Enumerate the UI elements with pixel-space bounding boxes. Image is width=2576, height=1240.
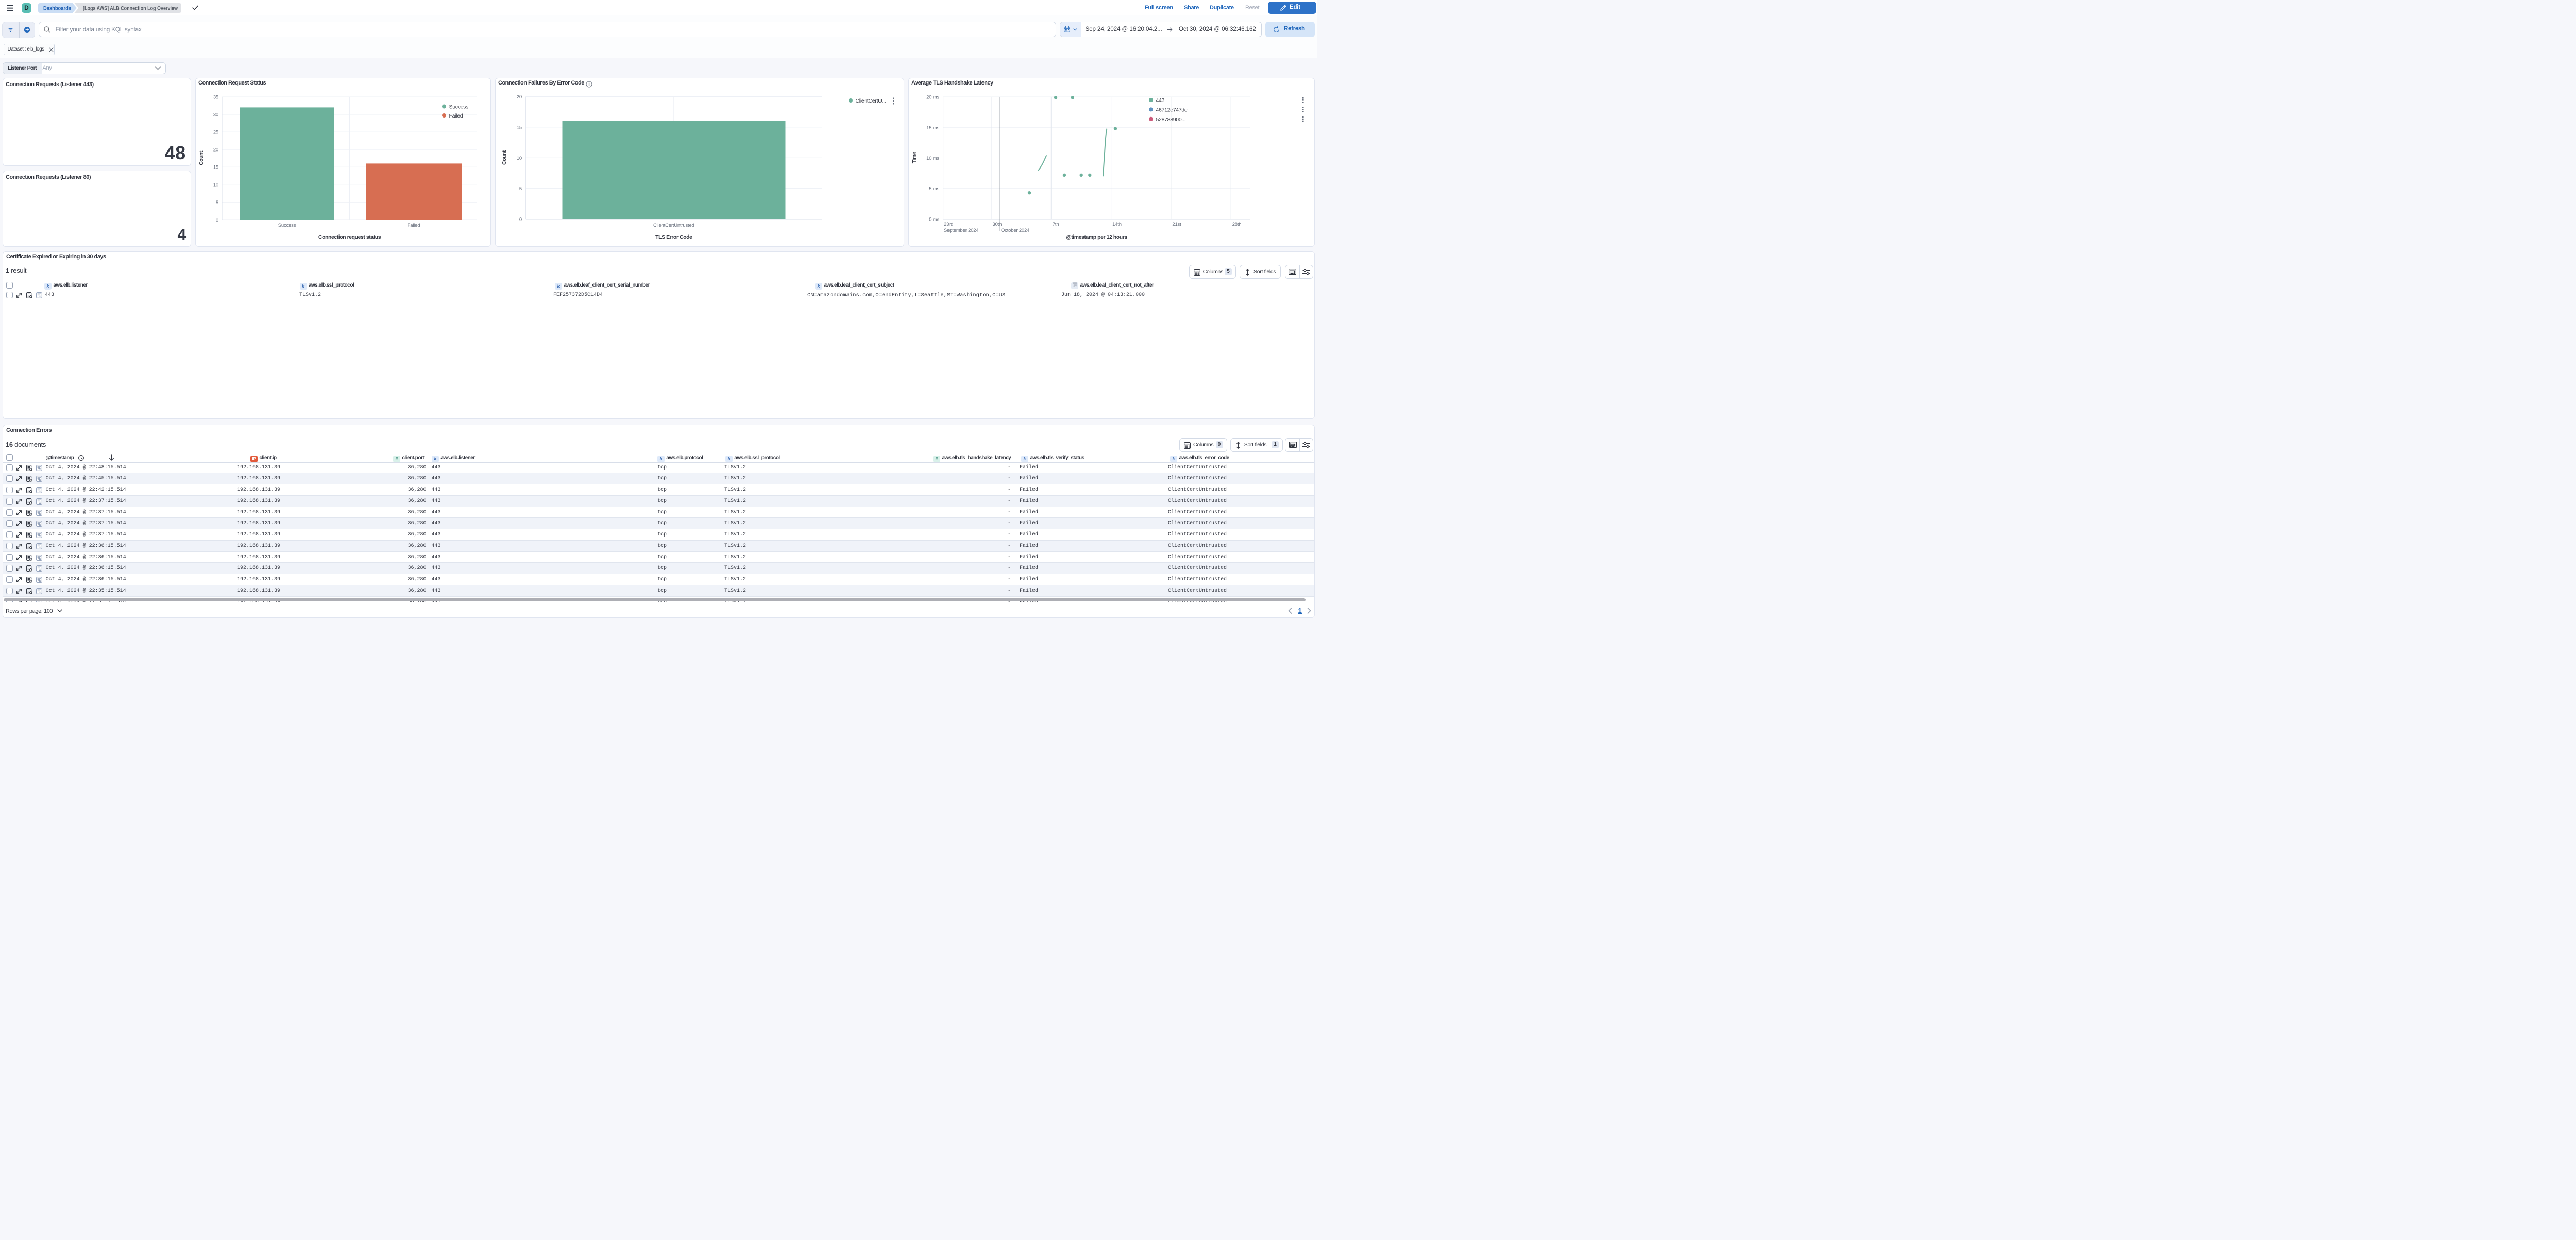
svg-text:5: 5 [216,200,218,206]
svg-text:TLS Error Code: TLS Error Code [655,234,692,240]
svg-text:Success: Success [449,104,469,110]
svg-text:30: 30 [213,112,218,118]
svg-text:0 ms: 0 ms [929,217,939,223]
svg-text:Failed: Failed [408,223,420,228]
svg-text:7th: 7th [1053,222,1059,227]
svg-text:10 ms: 10 ms [926,156,939,161]
svg-text:@timestamp per 12 hours: @timestamp per 12 hours [1066,234,1127,240]
svg-text:[Logs AWS] ALB Connection Log: [Logs AWS] ALB Connection Log Overview [83,5,178,11]
svg-text:Dashboards: Dashboards [43,5,71,11]
svg-text:0: 0 [519,217,522,223]
svg-text:443: 443 [1156,97,1165,104]
svg-text:20: 20 [517,94,522,100]
svg-text:21st: 21st [1172,222,1181,227]
svg-text:15: 15 [517,125,522,130]
svg-text:ClientCertUntrusted: ClientCertUntrusted [653,223,694,228]
svg-text:10: 10 [517,156,522,161]
svg-text:15 ms: 15 ms [926,125,939,131]
svg-text:Connection request status: Connection request status [318,234,381,240]
svg-text:ClientCertU...: ClientCertU... [856,98,886,104]
svg-text:14th: 14th [1112,222,1122,227]
svg-text:Count: Count [501,150,507,165]
svg-text:35: 35 [213,95,218,100]
svg-text:5 ms: 5 ms [929,186,939,192]
svg-text:25: 25 [213,130,218,136]
svg-text:Time: Time [911,152,918,163]
svg-text:30th: 30th [993,222,1002,227]
svg-text:Failed: Failed [449,113,463,119]
svg-text:28th: 28th [1232,222,1242,227]
svg-text:20 ms: 20 ms [926,95,939,100]
svg-text:15: 15 [213,165,218,171]
svg-text:10: 10 [213,182,218,188]
svg-text:Count: Count [198,150,205,165]
svg-text:20: 20 [213,147,218,153]
svg-text:October 2024: October 2024 [1001,228,1029,233]
svg-text:September 2024: September 2024 [944,228,978,233]
svg-text:46712e747de: 46712e747de [1156,107,1188,113]
svg-text:Success: Success [278,223,296,228]
svg-text:528788900...: 528788900... [1156,116,1186,123]
svg-text:23rd: 23rd [944,222,953,227]
svg-text:0: 0 [216,217,218,223]
svg-text:5: 5 [519,186,522,192]
